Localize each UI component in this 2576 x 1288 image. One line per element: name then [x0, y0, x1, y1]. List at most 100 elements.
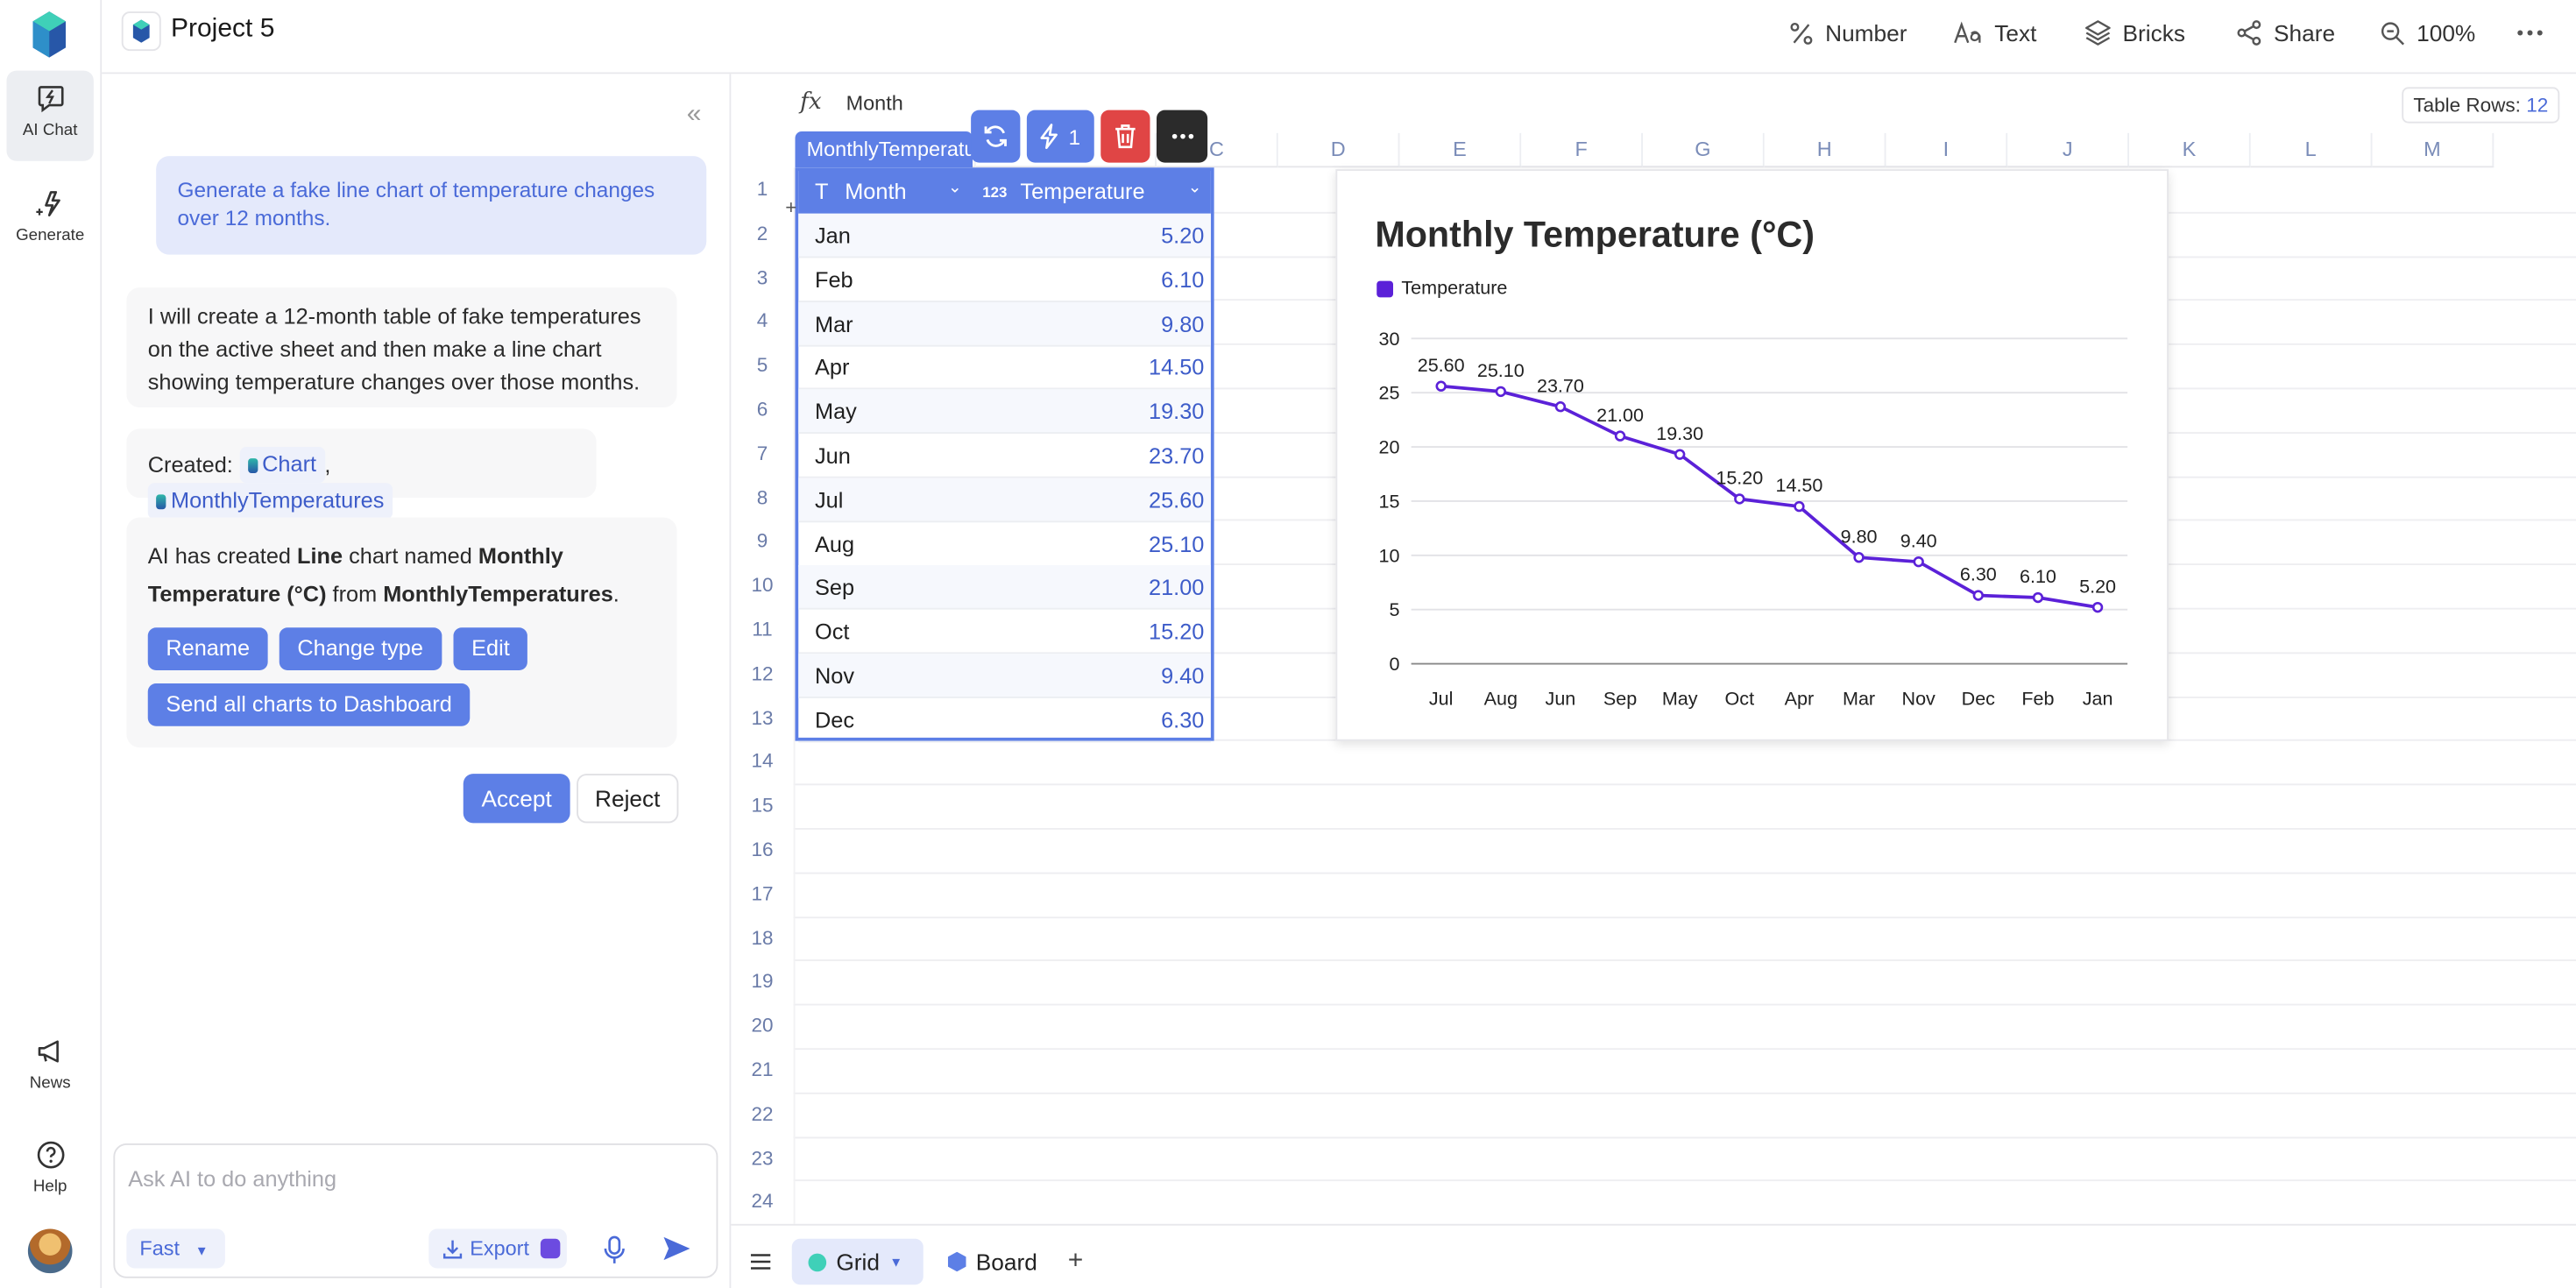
number-format-button[interactable]: Number — [1789, 17, 1907, 50]
month-cell[interactable]: Aug — [815, 531, 855, 556]
month-cell[interactable]: Feb — [815, 267, 853, 293]
row-number[interactable]: 11 — [752, 618, 773, 641]
chat-input[interactable]: Ask AI to do anything — [128, 1166, 337, 1192]
table-row[interactable]: Mar 9.80 — [798, 301, 1211, 346]
rail-news[interactable]: News — [7, 1023, 94, 1114]
table-more-button[interactable] — [1157, 110, 1208, 163]
temperature-cell[interactable]: 23.70 — [1149, 443, 1205, 469]
temperature-cell[interactable]: 19.30 — [1149, 399, 1205, 425]
created-chip-chart[interactable]: Chart — [238, 447, 325, 484]
column-header[interactable]: H — [1764, 132, 1886, 168]
month-column-header[interactable]: T Month — [815, 179, 907, 203]
add-view-button[interactable]: + — [1067, 1247, 1084, 1275]
column-header[interactable]: D — [1277, 132, 1400, 168]
temperature-cell[interactable]: 25.60 — [1149, 487, 1205, 513]
row-number[interactable]: 22 — [751, 1101, 774, 1125]
temperature-cell[interactable]: 5.20 — [1161, 223, 1205, 249]
column-header[interactable]: J — [2007, 132, 2129, 168]
share-button[interactable]: Share — [2236, 17, 2335, 50]
month-dropdown-icon[interactable]: ⌄ — [947, 179, 962, 197]
temperature-cell[interactable]: 6.10 — [1161, 267, 1205, 293]
bricks-button[interactable]: Bricks — [2084, 17, 2185, 50]
month-cell[interactable]: Dec — [815, 707, 855, 732]
column-header[interactable]: E — [1399, 132, 1522, 168]
rename-button[interactable]: Rename — [147, 627, 268, 670]
tab-grid[interactable]: Grid ▼ — [791, 1238, 924, 1285]
table-row[interactable]: Aug 25.10 — [798, 521, 1211, 567]
table-row[interactable]: Jun 23.70 — [798, 434, 1211, 478]
month-cell[interactable]: Jan — [815, 223, 851, 249]
delete-button[interactable] — [1100, 110, 1150, 163]
table-name-tab[interactable]: MonthlyTemperatures — [795, 131, 973, 168]
send-icon[interactable] — [662, 1235, 692, 1262]
sheets-menu-icon[interactable] — [750, 1239, 771, 1285]
zoom-control[interactable]: 100% — [2381, 17, 2475, 50]
text-format-button[interactable]: Text — [1953, 17, 2036, 50]
row-number[interactable]: 4 — [756, 309, 768, 333]
month-cell[interactable]: Oct — [815, 619, 850, 645]
export-button[interactable]: Export — [428, 1228, 567, 1269]
table-row[interactable]: May 19.30 — [798, 389, 1211, 435]
row-number[interactable]: 7 — [756, 441, 768, 465]
app-logo-icon[interactable] — [32, 10, 67, 59]
row-number[interactable]: 23 — [751, 1145, 774, 1170]
row-number[interactable]: 12 — [751, 662, 774, 685]
row-number[interactable]: 9 — [756, 529, 768, 553]
line-chart-card[interactable]: Monthly Temperature (°C) Temperature 0 5 1… — [1335, 169, 2169, 741]
row-number[interactable]: 21 — [751, 1058, 774, 1081]
row-number[interactable]: 19 — [751, 969, 774, 994]
rail-generate[interactable]: Generate — [7, 176, 94, 266]
month-cell[interactable]: Jun — [815, 443, 851, 469]
row-number[interactable]: 10 — [751, 573, 774, 597]
temperature-cell[interactable]: 6.30 — [1161, 707, 1205, 732]
column-header[interactable]: K — [2129, 132, 2251, 168]
temperature-cell[interactable]: 15.20 — [1149, 619, 1205, 645]
month-cell[interactable]: Jul — [815, 487, 844, 513]
add-column-handle-icon[interactable]: + — [785, 195, 797, 219]
temperature-cell[interactable]: 9.80 — [1161, 311, 1205, 336]
table-row[interactable]: Apr 14.50 — [798, 345, 1211, 391]
temperature-cell[interactable]: 14.50 — [1149, 355, 1205, 380]
table-row[interactable]: Jul 25.60 — [798, 478, 1211, 522]
row-number[interactable]: 24 — [751, 1190, 774, 1214]
row-number[interactable]: 1 — [756, 177, 768, 201]
column-header[interactable]: I — [1886, 132, 2008, 168]
send-to-dashboard-button[interactable]: Send all charts to Dashboard — [147, 683, 471, 726]
collapse-panel-icon[interactable]: « — [686, 100, 702, 129]
project-title[interactable]: Project 5 — [171, 14, 275, 43]
column-header[interactable]: M — [2372, 132, 2495, 168]
row-number[interactable]: 18 — [751, 925, 774, 949]
row-number[interactable]: 14 — [751, 749, 774, 773]
table-row[interactable]: Dec 6.30 — [798, 697, 1211, 743]
tab-board[interactable]: Board — [947, 1239, 1037, 1285]
row-number[interactable]: 3 — [756, 265, 768, 289]
table-row[interactable]: Sep 21.00 — [798, 565, 1211, 611]
row-number[interactable]: 17 — [751, 881, 774, 905]
more-menu-button[interactable] — [2517, 17, 2544, 50]
column-header[interactable]: L — [2250, 132, 2373, 168]
temperature-cell[interactable]: 21.00 — [1149, 575, 1205, 601]
edit-button[interactable]: Edit — [453, 627, 528, 670]
microphone-icon[interactable] — [603, 1235, 626, 1265]
month-cell[interactable]: Mar — [815, 311, 853, 336]
row-number[interactable]: 15 — [751, 793, 774, 817]
table-row[interactable]: Nov 9.40 — [798, 654, 1211, 698]
row-number[interactable]: 16 — [751, 838, 774, 861]
rail-help[interactable]: Help — [7, 1127, 94, 1217]
month-cell[interactable]: Apr — [815, 355, 850, 380]
row-number[interactable]: 13 — [751, 705, 774, 729]
change-type-button[interactable]: Change type — [279, 627, 442, 670]
refresh-button[interactable] — [971, 110, 1021, 163]
mode-select[interactable]: Fast ▼ — [126, 1228, 225, 1269]
row-number[interactable]: 6 — [756, 397, 768, 421]
formula-value[interactable]: Month — [846, 92, 903, 116]
month-cell[interactable]: Nov — [815, 663, 855, 689]
temperature-cell[interactable]: 25.10 — [1149, 531, 1205, 556]
rail-ai-chat[interactable]: AI Chat — [6, 70, 94, 161]
month-cell[interactable]: Sep — [815, 575, 855, 601]
row-number[interactable]: 5 — [756, 353, 768, 377]
temperature-dropdown-icon[interactable]: ⌄ — [1187, 179, 1202, 197]
column-header[interactable]: G — [1643, 132, 1765, 168]
temperature-cell[interactable]: 9.40 — [1161, 663, 1205, 689]
row-number[interactable]: 20 — [751, 1014, 774, 1037]
